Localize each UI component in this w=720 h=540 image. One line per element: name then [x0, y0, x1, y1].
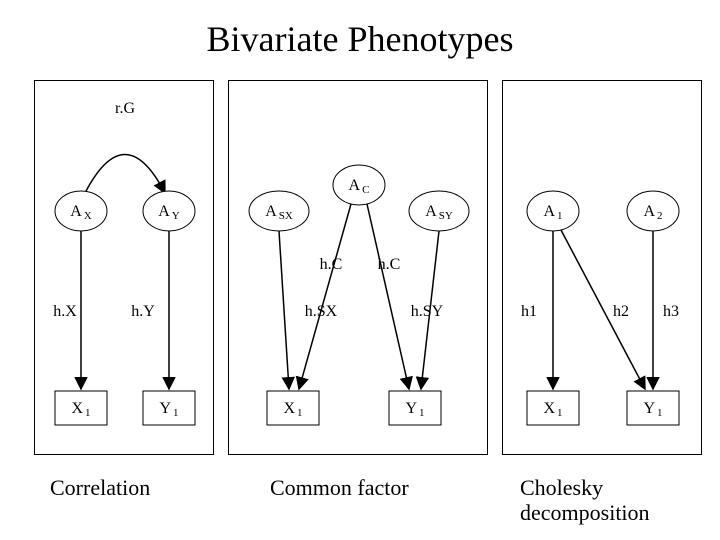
label-hsy: h.SY	[411, 303, 444, 320]
label-hc-right: h.C	[378, 256, 401, 273]
panel1-svg: r.G AX AY h.X h.Y X1 Y1	[35, 81, 215, 456]
path-hc-left	[299, 204, 351, 389]
caption-common-factor: Common factor	[270, 475, 409, 501]
panel-common-factor: AC ASX ASY h.C h.C h.SX h.SY X1 Y1	[228, 80, 488, 455]
panel2-svg: AC ASX ASY h.C h.C h.SX h.SY X1 Y1	[229, 81, 489, 456]
label-hy: h.Y	[131, 303, 155, 320]
panel-correlation: r.G AX AY h.X h.Y X1 Y1	[34, 80, 214, 455]
path-h2	[561, 230, 645, 389]
page-title: Bivariate Phenotypes	[0, 18, 720, 60]
arc-rg	[85, 155, 165, 194]
label-h2: h2	[613, 303, 629, 320]
label-hsx: h.SX	[305, 303, 338, 320]
panel-cholesky: A1 A2 h1 h2 h3 X1 Y1	[502, 80, 702, 455]
label-rg: r.G	[115, 100, 135, 117]
label-h3: h3	[663, 303, 679, 320]
panel3-svg: A1 A2 h1 h2 h3 X1 Y1	[503, 81, 703, 456]
label-h1: h1	[521, 303, 537, 320]
label-hx: h.X	[53, 303, 77, 320]
label-hc-left: h.C	[320, 256, 343, 273]
caption-cholesky: Cholesky decomposition	[520, 475, 710, 526]
path-hsx	[279, 231, 289, 389]
path-hc-right	[367, 204, 409, 389]
caption-correlation: Correlation	[50, 475, 150, 501]
